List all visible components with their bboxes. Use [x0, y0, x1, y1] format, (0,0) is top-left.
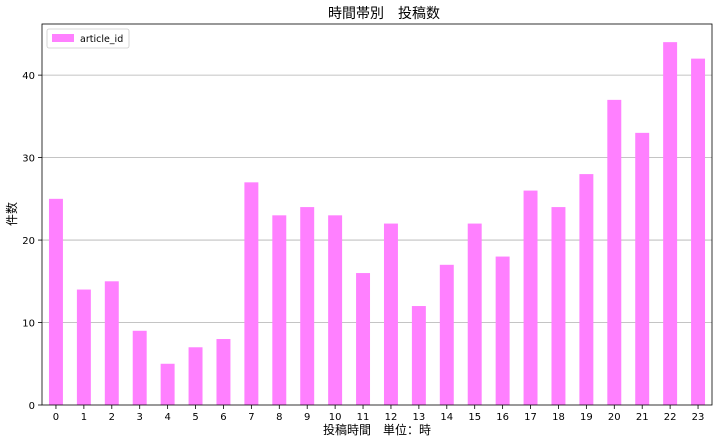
x-tick-label: 15	[468, 412, 481, 423]
plot-frame	[41, 23, 713, 406]
bar	[272, 215, 287, 405]
legend-box	[46, 28, 130, 49]
x-tick-label: 5	[192, 412, 198, 423]
x-tick-label: 6	[220, 412, 226, 423]
bar	[104, 281, 119, 405]
bar	[132, 330, 147, 405]
bar	[579, 174, 594, 405]
bar	[607, 99, 622, 406]
bar	[635, 132, 650, 405]
x-tick-label: 3	[137, 412, 143, 423]
y-tick-label: 40	[22, 71, 35, 82]
x-tick-label: 17	[524, 412, 537, 423]
bar	[244, 182, 259, 405]
bar	[216, 339, 231, 405]
chart-title: 時間帯別 投稿数	[328, 6, 440, 22]
bar	[356, 273, 371, 405]
x-tick-label: 8	[276, 412, 282, 423]
legend-label: article_id	[80, 34, 123, 45]
y-tick-label: 20	[22, 236, 35, 247]
bar	[383, 223, 398, 405]
x-tick-label: 12	[385, 412, 398, 423]
legend: article_id	[46, 28, 130, 49]
bar	[300, 207, 315, 405]
x-tick-label: 14	[440, 412, 453, 423]
x-tick-label: 13	[413, 412, 426, 423]
bar	[663, 42, 678, 406]
bar	[160, 363, 175, 405]
bar	[495, 256, 510, 405]
x-tick-label: 20	[608, 412, 621, 423]
bar	[467, 223, 482, 405]
x-tick-label: 11	[357, 412, 370, 423]
x-axis-label: 投稿時間 単位：時	[323, 422, 431, 437]
x-tick-label: 18	[552, 412, 565, 423]
legend-swatch	[52, 34, 74, 42]
x-tick-label: 23	[692, 412, 705, 423]
y-tick-label: 10	[22, 319, 35, 330]
bars	[48, 42, 706, 406]
x-tick-label: 1	[81, 412, 87, 423]
x-tick-label: 10	[329, 412, 342, 423]
bar	[188, 347, 203, 405]
x-tick-label: 16	[496, 412, 509, 423]
x-tick-label: 2	[109, 412, 115, 423]
x-tick-label: 22	[664, 412, 677, 423]
y-tick-label: 30	[22, 154, 35, 165]
x-tick-label: 0	[53, 412, 59, 423]
x-tick-label: 7	[248, 412, 254, 423]
bar	[439, 264, 454, 405]
bar	[76, 289, 91, 405]
y-tick-label: 0	[29, 401, 35, 412]
bar	[328, 215, 343, 405]
bar	[411, 306, 426, 405]
bar	[551, 207, 566, 405]
bar	[691, 58, 706, 406]
bar	[48, 198, 63, 405]
x-tick-label: 4	[164, 412, 170, 423]
gridlines	[42, 74, 712, 323]
y-axis-label: 件数	[4, 202, 19, 226]
x-tick-label: 9	[304, 412, 310, 423]
x-tick-label: 21	[636, 412, 649, 423]
x-tick-label: 19	[580, 412, 593, 423]
bar	[523, 190, 538, 405]
